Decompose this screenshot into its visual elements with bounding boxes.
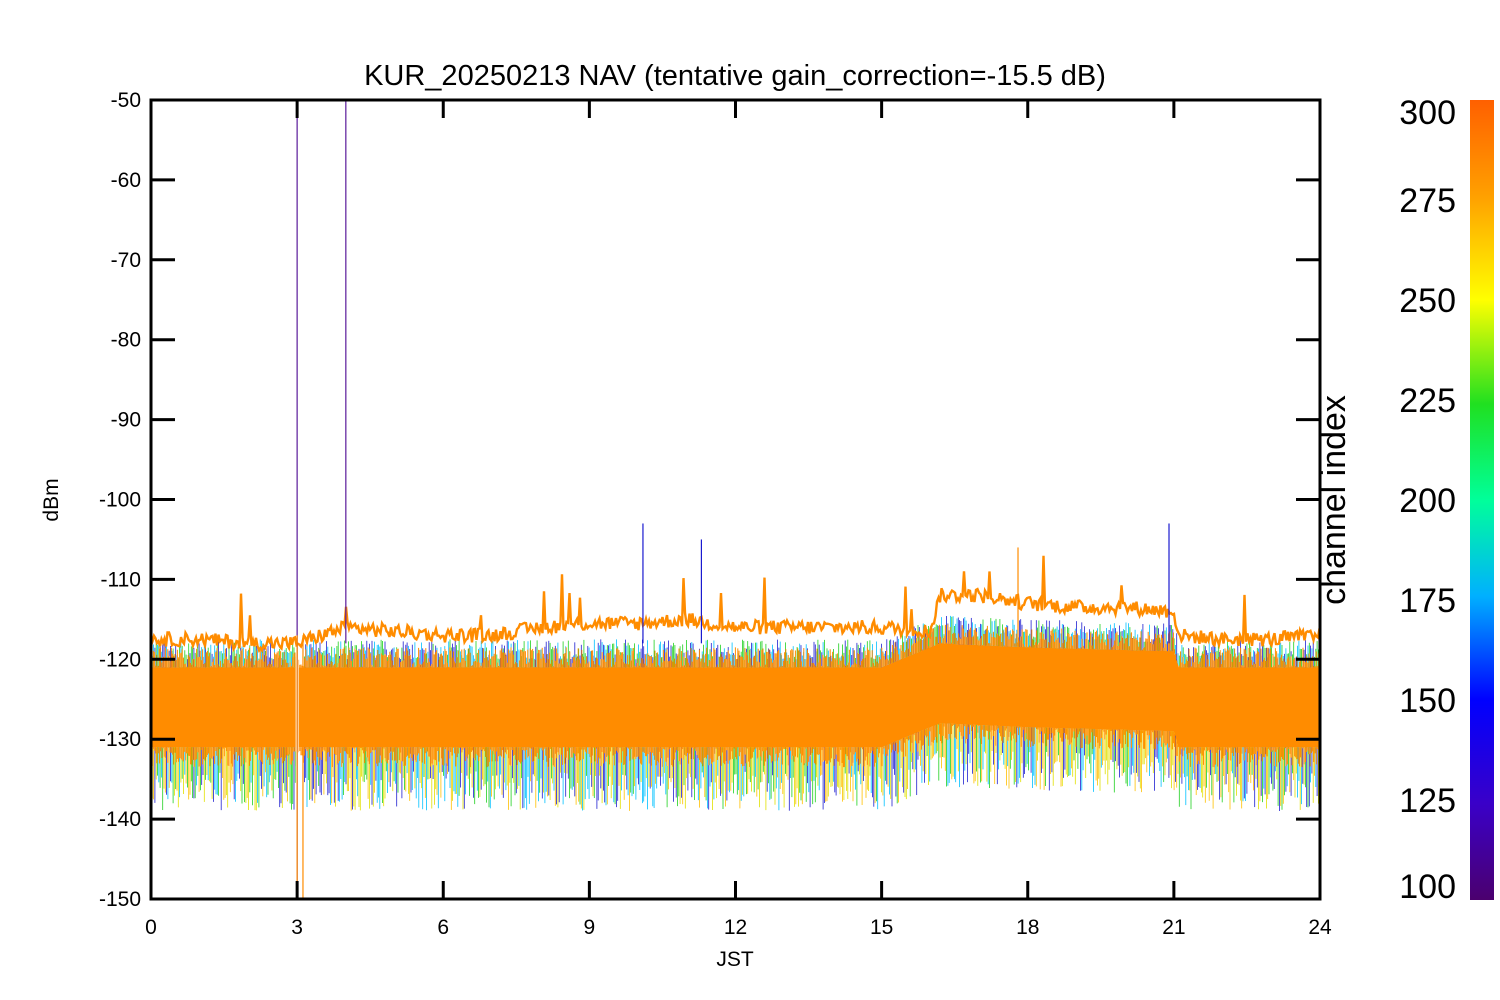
colorbar-tick-label: 200 — [1399, 482, 1456, 520]
plot-area — [151, 100, 1320, 899]
x-axis-label: JST — [716, 948, 754, 971]
colorbar-tick-label: 150 — [1399, 682, 1456, 720]
colorbar-label: channel index — [1315, 395, 1353, 605]
y-tick-label: -70 — [111, 249, 141, 272]
x-tick-label: 18 — [1016, 916, 1039, 939]
x-tick-label: 3 — [291, 916, 303, 939]
series-max-envelope — [151, 555, 1320, 654]
colorbar-ticks: 300 275 250 225 200 175 150 125 100 — [1399, 94, 1456, 906]
colorbar-tick-label: 125 — [1399, 782, 1456, 820]
series-band — [151, 643, 1320, 748]
colorbar-tick-label: 175 — [1399, 582, 1456, 620]
x-tick-label: 12 — [724, 916, 747, 939]
x-tick-label: 15 — [870, 916, 893, 939]
y-axis-label: dBm — [40, 478, 63, 521]
x-tick-label: 0 — [145, 916, 157, 939]
y-tick-label: -90 — [111, 409, 141, 432]
y-tick-label: -120 — [99, 648, 141, 671]
colorbar-tick-label: 100 — [1399, 868, 1456, 906]
y-tick-label: -150 — [99, 888, 141, 911]
chart-title: KUR_20250213 NAV (tentative gain_correct… — [364, 60, 1106, 92]
colorbar-tick-label: 250 — [1399, 282, 1456, 320]
x-tick-label: 24 — [1308, 916, 1332, 939]
colorbar-tick-label: 275 — [1399, 182, 1456, 220]
colorbar-tick-label: 300 — [1399, 94, 1456, 132]
axis-ticks: 0 3 6 9 12 15 18 21 24 -50 -60 -70 -80 -90 -100 -110 -12… — [99, 89, 1332, 939]
x-tick-label: 9 — [584, 916, 596, 939]
y-tick-label: -110 — [101, 568, 141, 591]
colorbar — [1470, 100, 1494, 900]
colorbar-tick-label: 225 — [1399, 382, 1456, 420]
y-tick-label: -140 — [99, 808, 141, 831]
y-tick-label: -80 — [111, 329, 141, 352]
y-tick-label: -50 — [111, 89, 141, 112]
y-tick-label: -60 — [111, 169, 141, 192]
y-tick-label: -100 — [99, 489, 141, 512]
y-tick-label: -130 — [99, 728, 141, 751]
x-tick-label: 6 — [437, 916, 449, 939]
x-tick-label: 21 — [1162, 916, 1185, 939]
